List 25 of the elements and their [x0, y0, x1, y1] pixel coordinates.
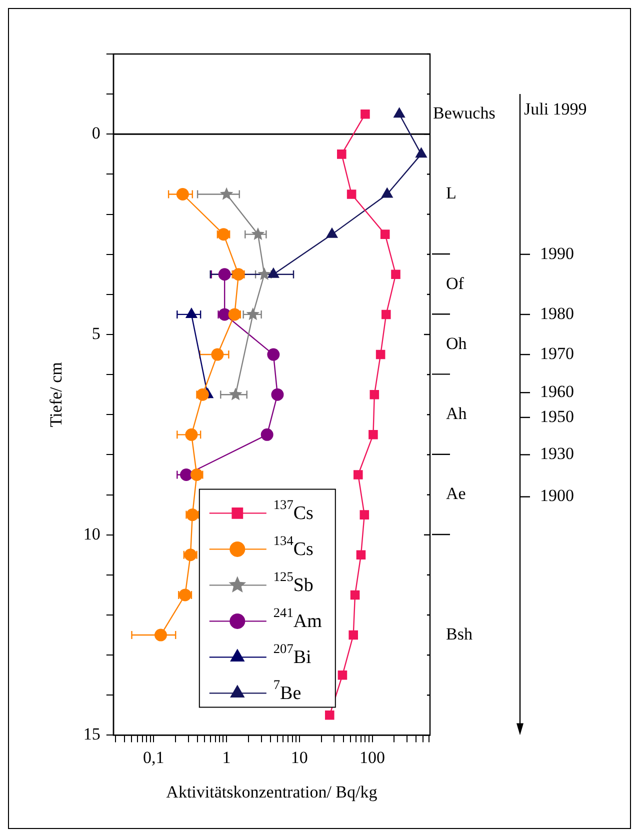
text: L — [446, 184, 456, 203]
text: 1990 — [540, 244, 574, 263]
text: Ae — [446, 484, 466, 504]
y-tick-label: 15 — [83, 724, 100, 744]
text: 1930 — [540, 444, 574, 464]
text: 1970 — [540, 344, 574, 363]
text: 1900 — [540, 486, 574, 506]
text: Oh — [446, 334, 468, 353]
x-tick-label: 100 — [360, 748, 386, 767]
text: Ah — [446, 404, 468, 424]
text: Bsh — [446, 624, 473, 644]
text: Of — [446, 274, 464, 293]
text: Bewuchs — [433, 104, 496, 123]
text: 1980 — [540, 304, 574, 323]
y-tick-label: 10 — [83, 524, 100, 544]
y-tick-label: 0 — [92, 124, 100, 143]
y-axis-title: Tiefe/ cm — [46, 362, 66, 428]
text: Juli 1999 — [524, 100, 587, 119]
text: 1960 — [540, 382, 574, 402]
x-tick-label: 1 — [222, 748, 231, 767]
y-tick-label: 5 — [92, 324, 100, 343]
text: 1950 — [540, 406, 574, 426]
x-tick-label: 10 — [290, 748, 308, 767]
x-axis-title: Aktivitätskonzentration/ Bq/kg — [166, 782, 378, 802]
x-tick-label: 0,1 — [143, 748, 164, 767]
